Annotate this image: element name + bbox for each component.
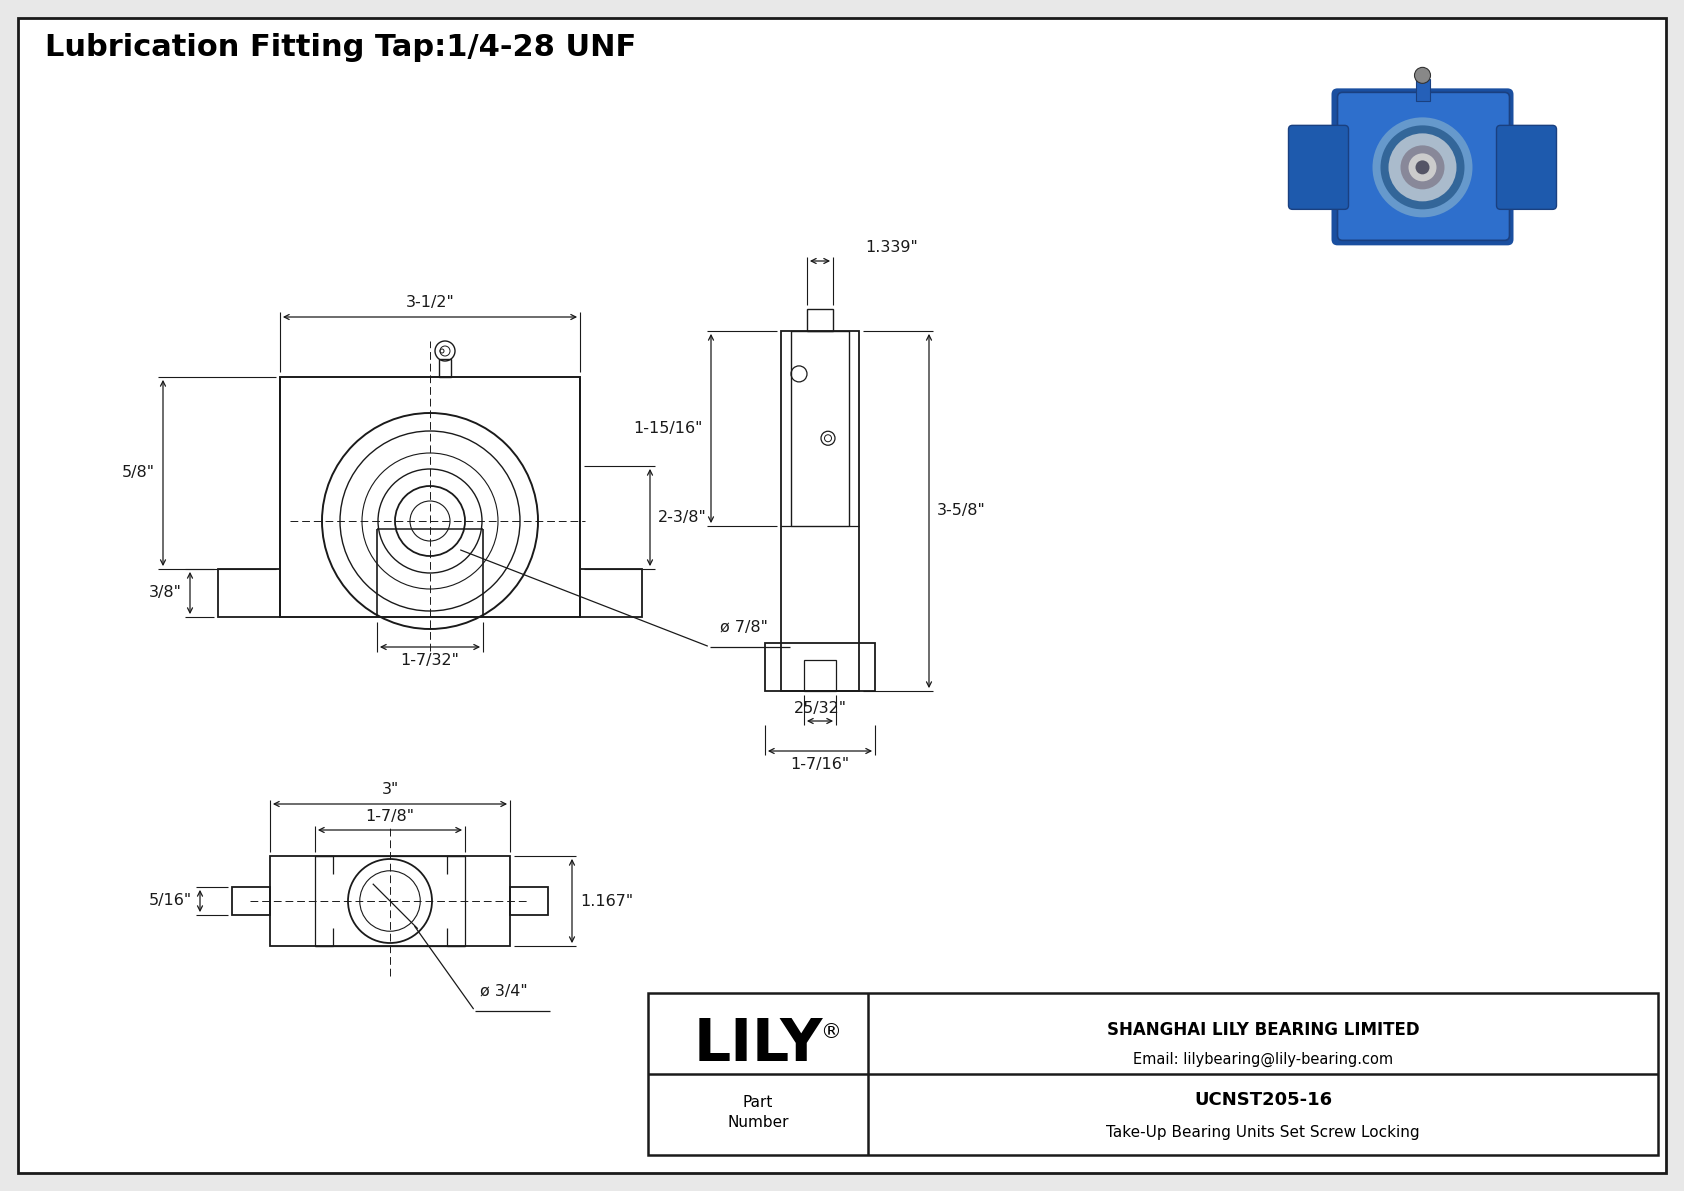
Bar: [280, 378, 579, 617]
Bar: [510, 887, 547, 915]
Bar: [440, 358, 451, 378]
Text: 1.339": 1.339": [866, 241, 918, 256]
Bar: [648, 993, 1659, 1155]
Circle shape: [1401, 145, 1445, 189]
Text: UCNST205-16: UCNST205-16: [1194, 1091, 1332, 1109]
Text: 3": 3": [381, 782, 399, 798]
Bar: [232, 887, 269, 915]
Circle shape: [1416, 161, 1430, 174]
Circle shape: [1408, 154, 1436, 181]
FancyBboxPatch shape: [1497, 125, 1556, 210]
Text: 1-15/16": 1-15/16": [633, 420, 702, 436]
Text: ®: ®: [820, 1022, 840, 1042]
Bar: [217, 569, 280, 617]
Bar: [1416, 80, 1430, 101]
Bar: [765, 643, 876, 691]
Bar: [315, 856, 465, 946]
Text: 1.167": 1.167": [579, 893, 633, 909]
Bar: [791, 331, 849, 526]
Text: Take-Up Bearing Units Set Screw Locking: Take-Up Bearing Units Set Screw Locking: [1106, 1124, 1420, 1140]
Text: 25/32": 25/32": [793, 700, 847, 716]
Bar: [807, 308, 834, 331]
Text: 1-7/16": 1-7/16": [790, 757, 849, 773]
Bar: [269, 856, 510, 946]
FancyBboxPatch shape: [1337, 93, 1509, 241]
Text: 1-7/32": 1-7/32": [401, 654, 460, 668]
Circle shape: [1415, 68, 1430, 83]
Text: Lubrication Fitting Tap:1/4-28 UNF: Lubrication Fitting Tap:1/4-28 UNF: [45, 33, 637, 62]
Text: LILY: LILY: [694, 1016, 823, 1073]
FancyBboxPatch shape: [1288, 125, 1349, 210]
Circle shape: [1381, 125, 1465, 210]
Text: 3/8": 3/8": [150, 586, 182, 600]
Text: Part
Number: Part Number: [727, 1096, 788, 1130]
Bar: [579, 569, 642, 617]
Text: ø 3/4": ø 3/4": [480, 984, 527, 999]
Text: 3-5/8": 3-5/8": [936, 504, 985, 518]
Text: 1-7/8": 1-7/8": [365, 810, 414, 824]
Text: ø 7/8": ø 7/8": [721, 621, 768, 635]
Bar: [781, 331, 859, 691]
Text: Email: lilybearing@lily-bearing.com: Email: lilybearing@lily-bearing.com: [1133, 1052, 1393, 1067]
Text: 2-3/8": 2-3/8": [658, 510, 707, 525]
Text: SHANGHAI LILY BEARING LIMITED: SHANGHAI LILY BEARING LIMITED: [1106, 1021, 1420, 1040]
Text: 3-1/2": 3-1/2": [406, 295, 455, 311]
Text: 5/16": 5/16": [148, 893, 192, 909]
Text: 5/8": 5/8": [121, 466, 155, 480]
Bar: [1196, 29, 1650, 297]
Bar: [803, 660, 835, 691]
Circle shape: [1389, 133, 1457, 201]
FancyBboxPatch shape: [1332, 88, 1514, 245]
Circle shape: [1372, 118, 1472, 218]
